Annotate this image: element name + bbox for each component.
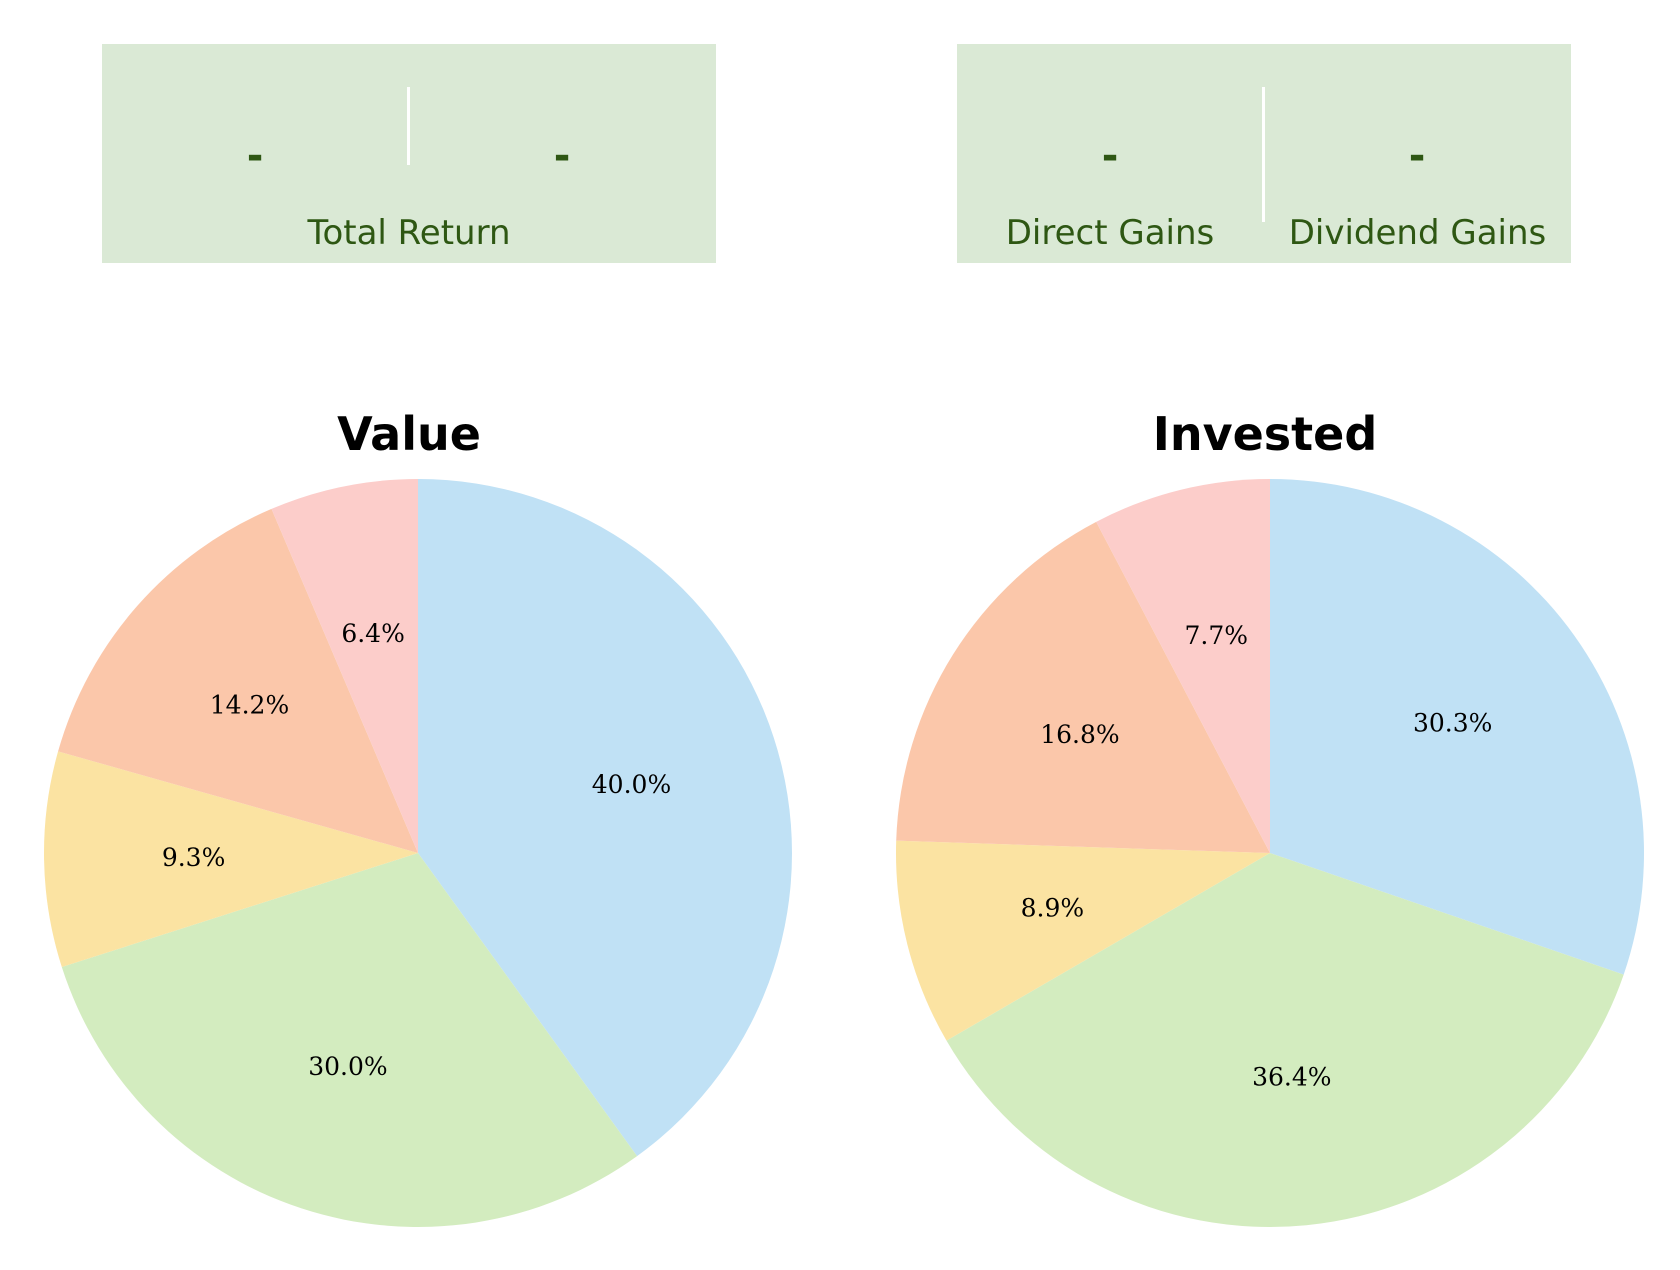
dividend-gains-value: - xyxy=(1408,133,1426,179)
slice-percent-label: 9.3% xyxy=(162,843,226,872)
pie-slice xyxy=(946,853,1624,1228)
gains-panel: - - Direct Gains Dividend Gains xyxy=(957,44,1571,263)
slice-percent-label: 30.3% xyxy=(1413,709,1492,738)
total-return-panel: - - Total Return xyxy=(102,44,716,263)
invested-pie-chart: Invested 30.3% 36.4% 8.9% 16.8% 7.7% xyxy=(895,407,1645,1228)
value-chart-title: Value xyxy=(337,407,481,461)
pie-slice xyxy=(896,521,1270,853)
value-pie-chart: Value 40.0% 30.0% 9.3% 14.2% 6.4% xyxy=(43,407,792,1227)
invested-chart-title: Invested xyxy=(1153,407,1378,461)
pie-slice xyxy=(43,751,419,968)
pie-slice xyxy=(1096,479,1270,853)
stat-divider xyxy=(1262,87,1265,222)
slice-percent-label: 40.0% xyxy=(592,770,671,799)
slice-percent-label: 6.4% xyxy=(341,619,405,648)
total-return-value-1: - xyxy=(246,133,264,179)
slice-percent-label: 36.4% xyxy=(1252,1062,1331,1091)
pie-slice xyxy=(58,508,418,853)
dividend-gains-label: Dividend Gains xyxy=(1288,213,1547,253)
total-return-value-2: - xyxy=(553,133,571,179)
pie-slice xyxy=(61,853,638,1227)
direct-gains-value: - xyxy=(1101,133,1119,179)
slice-percent-label: 7.7% xyxy=(1185,621,1249,650)
pie-slice xyxy=(271,479,418,853)
slice-percent-label: 16.8% xyxy=(1040,720,1119,749)
slice-percent-label: 14.2% xyxy=(210,691,289,720)
stat-divider xyxy=(407,87,410,165)
pie-slice xyxy=(418,479,792,1157)
total-return-label: Total Return xyxy=(307,213,511,253)
pie-slice xyxy=(895,840,1270,1041)
direct-gains-label: Direct Gains xyxy=(1005,213,1215,253)
slice-percent-label: 30.0% xyxy=(308,1052,387,1081)
pie-slice xyxy=(1270,479,1645,975)
slice-percent-label: 8.9% xyxy=(1021,894,1085,923)
